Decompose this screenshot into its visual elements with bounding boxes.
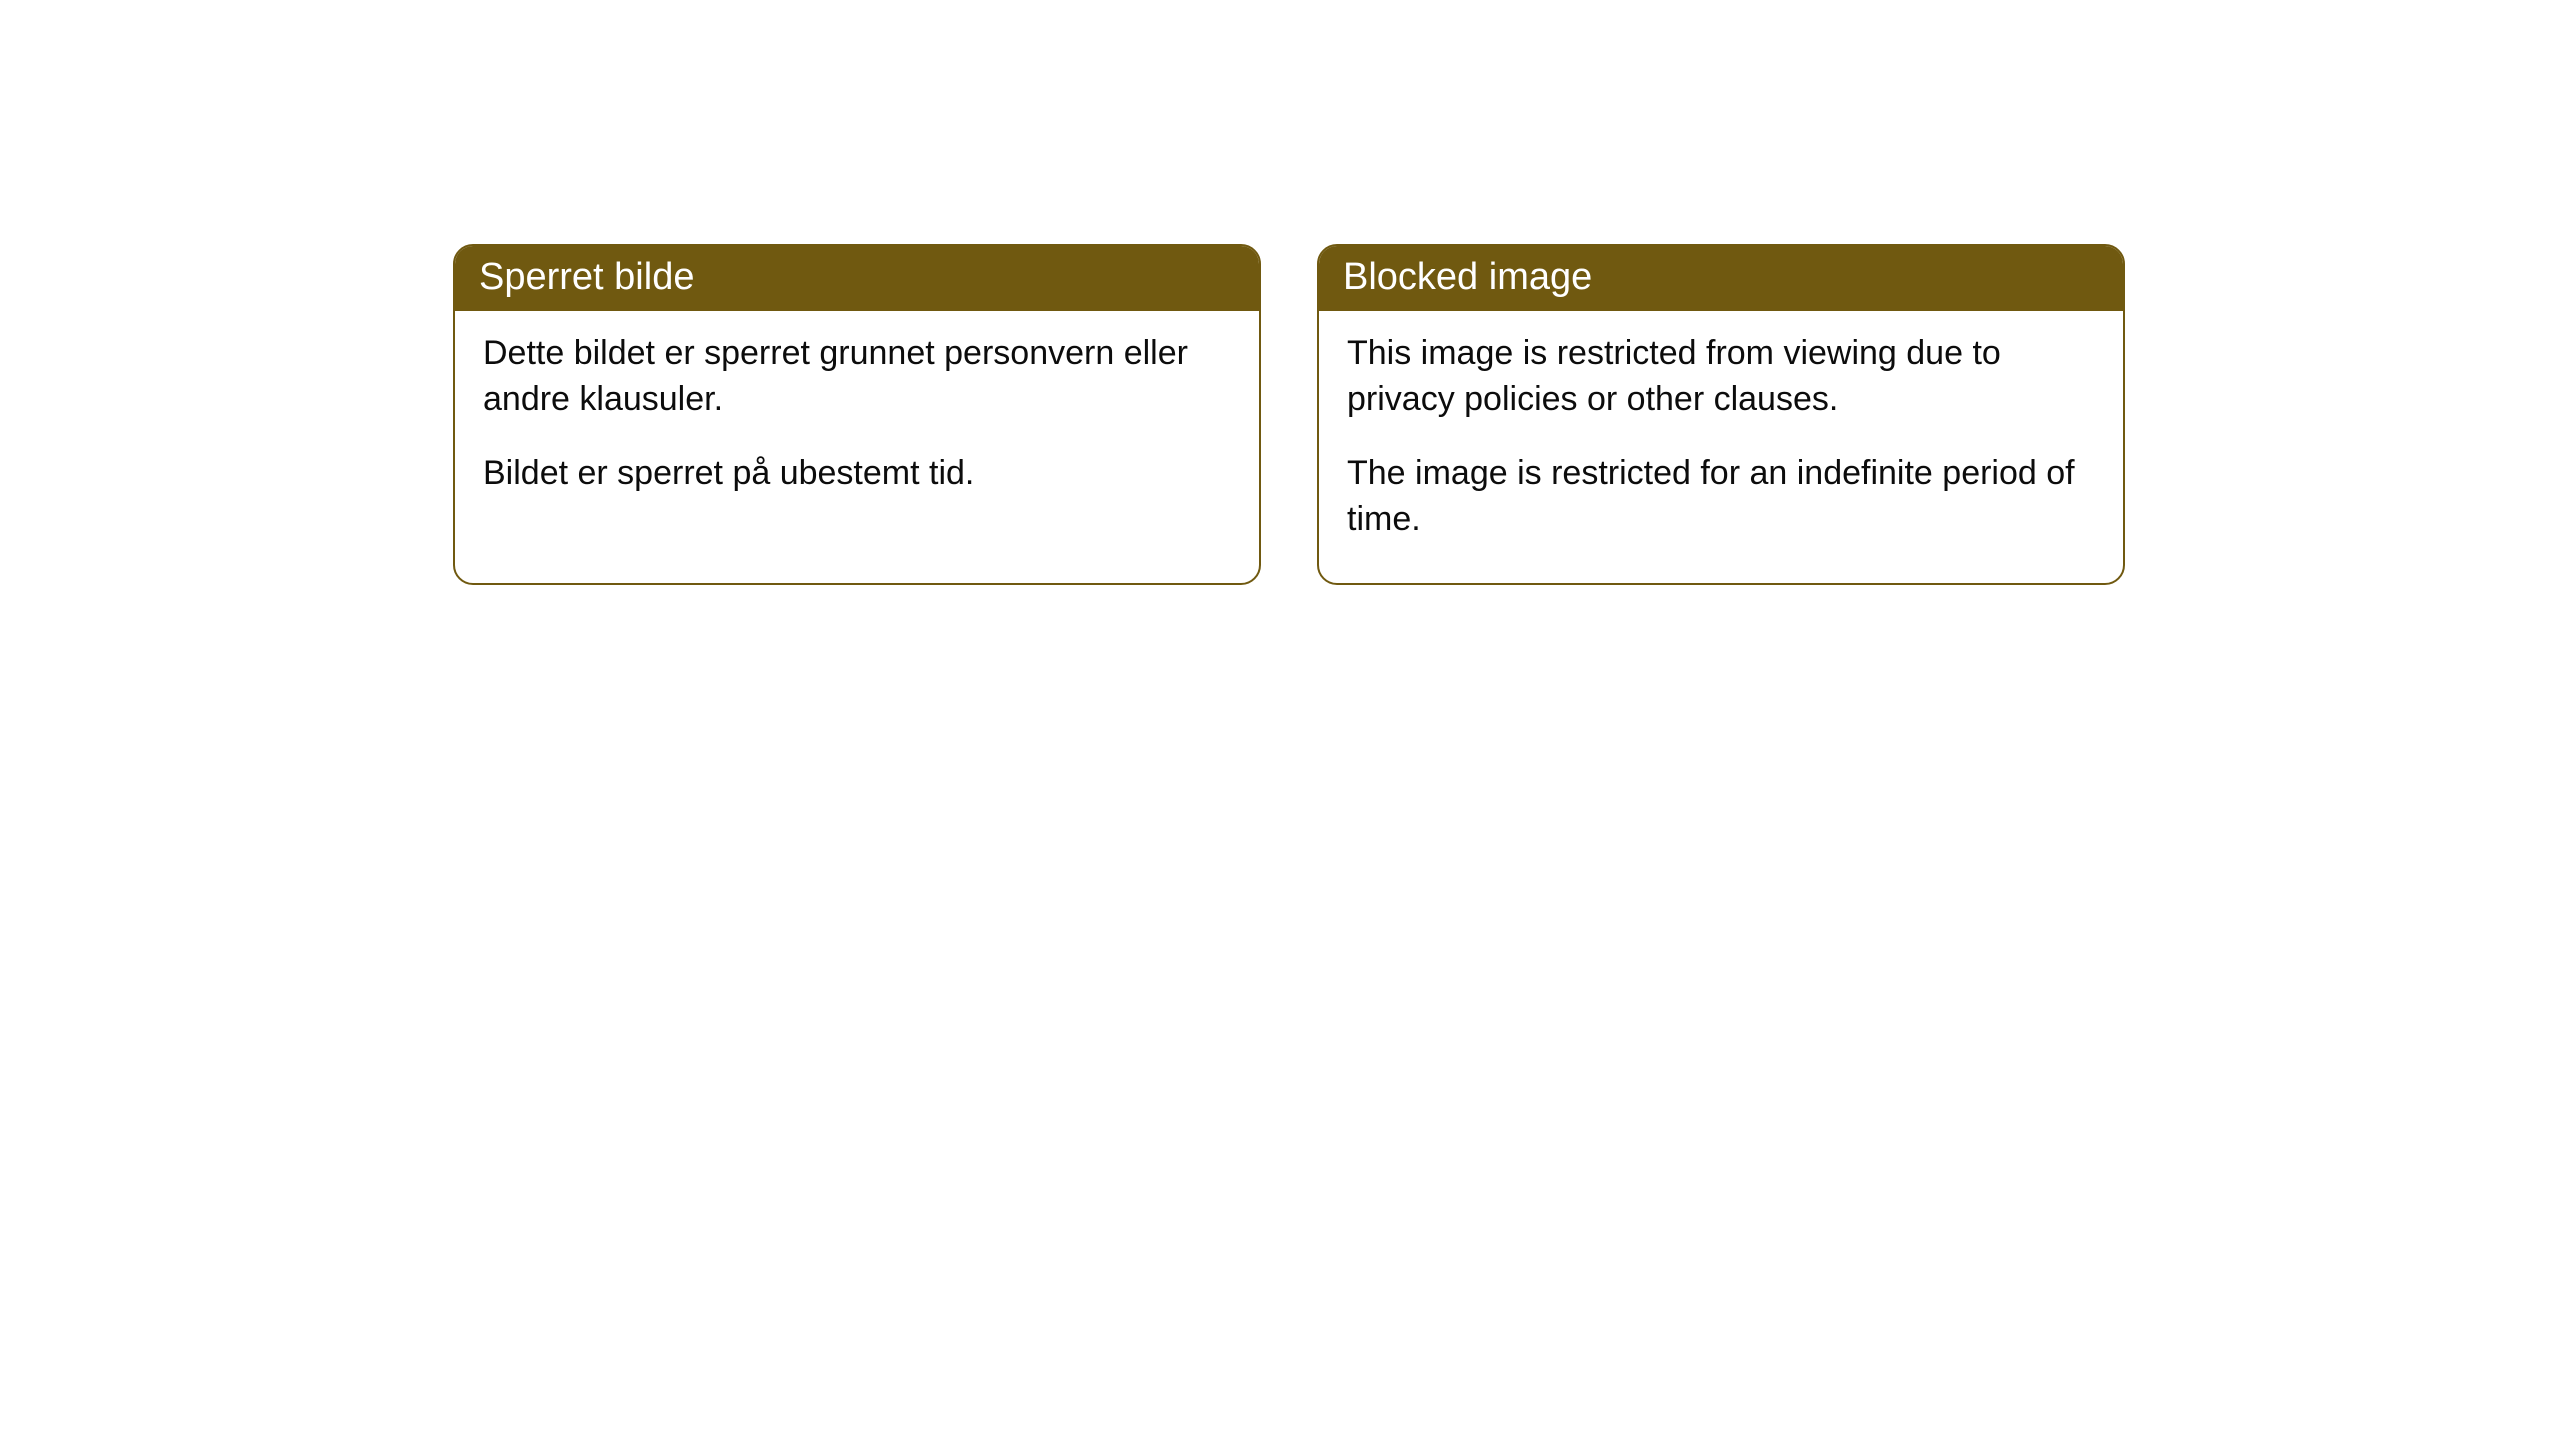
card-paragraph: This image is restricted from viewing du… [1347,331,2095,423]
card-title: Sperret bilde [479,256,694,298]
cards-container: Sperret bilde Dette bildet er sperret gr… [0,0,2560,585]
blocked-image-card-en: Blocked image This image is restricted f… [1317,244,2125,585]
card-header: Blocked image [1319,246,2123,311]
card-paragraph: Bildet er sperret på ubestemt tid. [483,451,1231,497]
card-paragraph: Dette bildet er sperret grunnet personve… [483,331,1231,423]
card-body: This image is restricted from viewing du… [1319,311,2123,583]
card-paragraph: The image is restricted for an indefinit… [1347,451,2095,543]
blocked-image-card-no: Sperret bilde Dette bildet er sperret gr… [453,244,1261,585]
card-header: Sperret bilde [455,246,1259,311]
card-body: Dette bildet er sperret grunnet personve… [455,311,1259,537]
card-title: Blocked image [1343,256,1592,298]
